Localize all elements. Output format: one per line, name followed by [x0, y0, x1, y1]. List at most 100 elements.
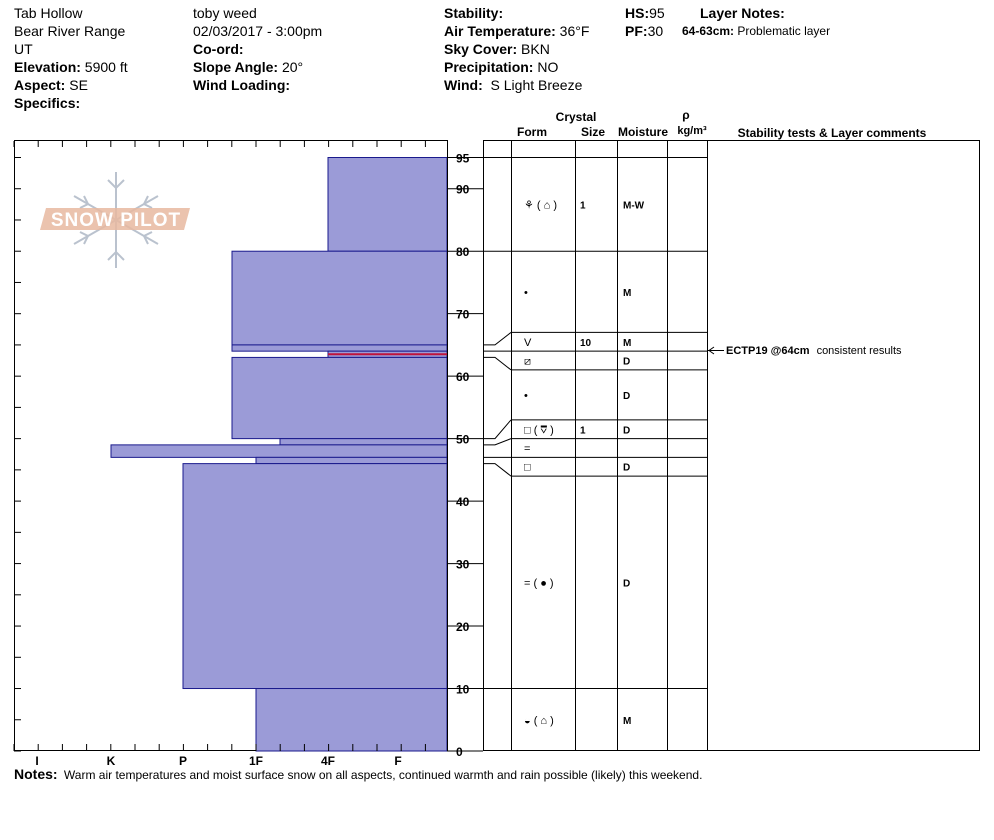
slope-label: Slope Angle: — [193, 59, 279, 75]
aspect-label: Aspect: — [14, 77, 66, 93]
crystal-size: 1 — [580, 200, 586, 211]
aspect-row: Aspect: SE — [14, 76, 128, 94]
wind-row: Wind: S Light Breeze — [444, 76, 589, 94]
snow-depth-info: HS:95 PF:30 — [625, 4, 665, 40]
header-form: Form — [517, 125, 547, 139]
hardness-bar — [110, 444, 448, 458]
stability-test-annotation: ECTP19 @64cm consistent results — [708, 345, 902, 357]
layer-connector-line — [483, 463, 512, 477]
hardness-bar — [231, 250, 448, 346]
layer-note-text: Problematic layer — [737, 24, 831, 38]
hardness-tick-label: P — [179, 754, 187, 768]
depth-tick-label: 40 — [456, 495, 470, 509]
coord-label: Co-ord: — [193, 41, 244, 57]
location-name: Tab Hollow — [14, 5, 83, 21]
crystal-form-symbol: □ ( ⩢ ) — [524, 424, 554, 436]
mountain-range: Bear River Range — [14, 23, 126, 39]
wind-loading-label: Wind Loading: — [193, 77, 291, 93]
crystal-moisture: D — [623, 578, 630, 589]
crystal-table-frame — [483, 140, 980, 751]
crystal-rows: ⚘ ( ⌂ ) 1 M-W • M V 10 M ⧄ D • D □ ( ⩢ ) 1 D = □ D = ( ● )… — [483, 157, 707, 727]
weather-info: Stability: Air Temperature: 36°F Sky Cov… — [444, 4, 589, 94]
layer-connector-line — [483, 332, 512, 346]
depth-tick-label: 0 — [456, 745, 463, 759]
sky-label: Sky Cover: — [444, 41, 518, 57]
depth-axis: 0 10 20 30 40 50 60 70 80 90 95 — [14, 140, 483, 759]
header-size: Size — [581, 125, 605, 139]
crystal-size: 1 — [580, 425, 586, 436]
air-temp-value: 36°F — [559, 23, 590, 39]
pf-value: 30 — [647, 23, 664, 39]
depth-tick-label: 30 — [456, 558, 470, 572]
coord-row: Co-ord: — [193, 40, 322, 58]
elevation-value: 5900 ft — [84, 59, 128, 75]
elevation-row: Elevation: 5900 ft — [14, 58, 128, 76]
precip-row: Precipitation: NO — [444, 58, 589, 76]
hardness-bar — [255, 688, 448, 752]
air-temp-label: Air Temperature: — [444, 23, 556, 39]
crystal-form-symbol: • — [524, 287, 528, 299]
stability-row: Stability: — [444, 4, 589, 22]
precip-label: Precipitation: — [444, 59, 534, 75]
hardness-bar — [182, 463, 448, 690]
hardness-tick-label: F — [394, 754, 401, 768]
crystal-moisture: D — [623, 357, 630, 368]
hardness-tick-label: I — [35, 754, 38, 768]
layer-notes: Layer Notes: 64-63cm: Problematic layer — [682, 4, 830, 40]
hardness-bar — [279, 438, 448, 446]
hardness-bar — [255, 456, 448, 465]
crystal-form-symbol: • — [524, 390, 528, 402]
crystal-form-symbol: = — [524, 443, 530, 455]
layer-connector-line — [483, 438, 512, 446]
observation-datetime: 02/03/2017 - 3:00pm — [193, 23, 323, 39]
stability-test-result: ECTP19 @64cm — [726, 345, 810, 357]
header-comments: Stability tests & Layer comments — [738, 126, 927, 140]
wind-loading-row: Wind Loading: — [193, 76, 322, 94]
crystal-moisture: M — [623, 288, 631, 299]
depth-tick-label: 10 — [456, 683, 470, 697]
notes-label: Notes: — [14, 766, 58, 782]
stability-test-text: ECTP19 @64cm consistent results — [726, 345, 902, 357]
depth-tick-label: 60 — [456, 370, 470, 384]
elevation-label: Elevation: — [14, 59, 81, 75]
notes-text: Warm air temperatures and moist surface … — [63, 768, 703, 782]
pf-label: PF: — [625, 23, 648, 39]
arrow-head-icon — [708, 346, 715, 355]
slope-value: 20° — [281, 59, 304, 75]
hardness-bar — [327, 157, 448, 252]
site-info: Tab Hollow Bear River Range UT Elevation… — [14, 4, 128, 112]
wind-label: Wind: — [444, 77, 483, 93]
hardness-bar — [231, 356, 448, 440]
aspect-value: SE — [69, 77, 88, 93]
depth-tick-label: 50 — [456, 433, 470, 447]
crystal-moisture: D — [623, 463, 630, 474]
crystal-moisture: M — [623, 338, 631, 349]
snowpilot-logo: SNOW PILOT — [38, 170, 194, 270]
crystal-form-symbol: ⚘ ( ⌂ ) — [524, 199, 557, 211]
crystal-moisture: M — [623, 716, 631, 727]
depth-tick-label: 70 — [456, 308, 470, 322]
hardness-tick-label: 1F — [249, 754, 263, 768]
header-density-unit: kg/m³ — [677, 125, 707, 137]
observer-info: toby weed 02/03/2017 - 3:00pm Co-ord: Sl… — [193, 4, 322, 94]
layer-note-range: 64-63cm: — [682, 24, 735, 38]
sky-value: BKN — [521, 41, 550, 57]
wind-value: S Light Breeze — [490, 77, 583, 93]
hardness-ticks: I K P 1F 4F F — [13, 141, 426, 768]
snowpilot-logo-text: SNOW PILOT — [51, 210, 181, 231]
depth-tick-label: 90 — [456, 183, 470, 197]
depth-tick-label: 80 — [456, 245, 470, 259]
header-moisture: Moisture — [618, 125, 668, 139]
slope-row: Slope Angle: 20° — [193, 58, 322, 76]
layer-notes-label: Layer Notes: — [700, 5, 785, 21]
layer-connector-line — [483, 356, 512, 371]
layer-note-row: 64-63cm: Problematic layer — [682, 22, 830, 40]
hs-label: HS: — [625, 5, 650, 21]
crystal-form-symbol: = ( ● ) — [524, 577, 554, 589]
header-crystal: Crystal — [556, 110, 597, 124]
specifics-label: Specifics: — [14, 95, 81, 111]
specifics-row: Specifics: — [14, 94, 128, 112]
crystal-moisture: D — [623, 391, 630, 402]
state: UT — [14, 41, 33, 57]
depth-tick-label: 20 — [456, 620, 470, 634]
